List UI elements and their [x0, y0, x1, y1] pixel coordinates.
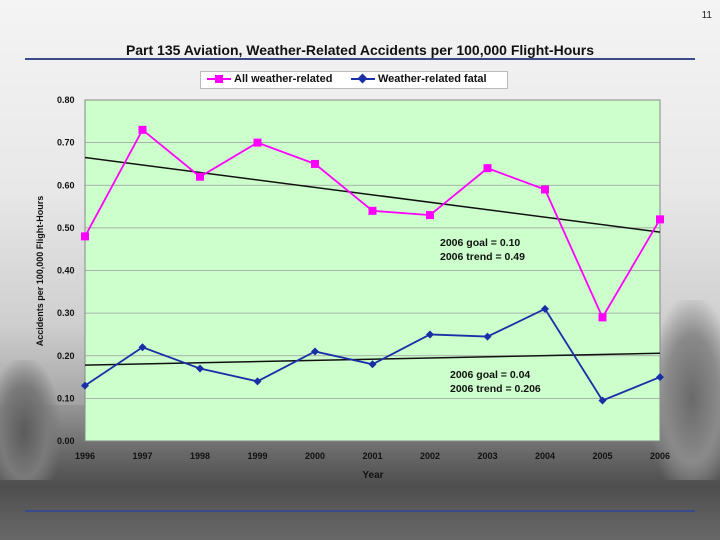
legend-item-fatal: Weather-related fatal: [351, 73, 487, 85]
x-tick-label: 2001: [362, 451, 382, 461]
data-point: [426, 211, 434, 220]
data-point: [368, 206, 377, 215]
y-tick-label: 0.20: [57, 351, 75, 361]
background-trees-right: [650, 300, 720, 480]
data-point: [81, 381, 89, 390]
x-tick-label: 1997: [132, 451, 152, 461]
data-point: [138, 343, 147, 352]
top-rule: [25, 58, 695, 60]
annotation-all-goal: 2006 goal = 0.10: [440, 237, 521, 249]
annotation-fatal-goal: 2006 goal = 0.04: [450, 369, 531, 381]
data-point: [598, 313, 607, 322]
legend-swatch-fatal: [351, 73, 375, 84]
x-tick-label: 2000: [305, 451, 325, 461]
chart-title: Part 135 Aviation, Weather-Related Accid…: [125, 42, 595, 58]
x-tick-label: 2004: [535, 451, 555, 461]
annotation-all: 2006 goal = 0.10 2006 trend = 0.49: [440, 236, 525, 264]
x-tick-label: 1996: [75, 451, 95, 461]
y-tick-label: 0.70: [57, 138, 75, 148]
legend-swatch-all: [207, 74, 231, 84]
page-number: 11: [701, 10, 712, 21]
data-point: [311, 347, 319, 356]
background-trees-left: [0, 360, 60, 480]
legend-label-all: All weather-related: [234, 73, 333, 85]
x-tick-label: 2005: [592, 451, 612, 461]
data-point: [81, 232, 89, 241]
trend-line: [84, 156, 661, 233]
x-tick-label: 2006: [650, 451, 670, 461]
trend-line: [84, 352, 661, 366]
x-tick-label: 1998: [190, 451, 210, 461]
y-tick-label: 0.30: [57, 308, 75, 318]
chart-legend: All weather-related Weather-related fata…: [200, 71, 508, 89]
x-tick-label: 1999: [247, 451, 267, 461]
y-tick-label: 0.40: [57, 266, 75, 276]
y-tick-label: 0.80: [57, 95, 75, 105]
data-point: [656, 373, 664, 382]
data-point: [598, 396, 607, 405]
legend-label-fatal: Weather-related fatal: [378, 73, 487, 85]
data-point: [483, 164, 492, 173]
data-point: [311, 159, 319, 168]
data-point: [656, 215, 664, 224]
data-point: [541, 304, 549, 313]
y-tick-label: 0.60: [57, 180, 75, 190]
data-point: [253, 138, 262, 147]
annotation-fatal: 2006 goal = 0.04 2006 trend = 0.206: [450, 368, 541, 396]
data-point: [483, 332, 492, 341]
x-tick-label: 2002: [420, 451, 440, 461]
bottom-rule: [25, 510, 695, 512]
y-tick-label: 0.00: [57, 436, 75, 446]
x-tick-label: 2003: [477, 451, 497, 461]
data-point: [196, 172, 204, 181]
annotation-all-trend: 2006 trend = 0.49: [440, 251, 525, 263]
legend-item-all: All weather-related: [207, 73, 332, 85]
annotation-fatal-trend: 2006 trend = 0.206: [450, 383, 541, 395]
data-point: [253, 377, 262, 386]
x-axis-label: Year: [362, 470, 384, 481]
y-tick-label: 0.50: [57, 223, 75, 233]
data-point: [138, 125, 147, 134]
data-point: [368, 360, 377, 369]
data-point: [196, 364, 204, 373]
y-tick-label: 0.10: [57, 393, 75, 403]
data-point: [426, 330, 434, 339]
data-point: [541, 185, 549, 194]
